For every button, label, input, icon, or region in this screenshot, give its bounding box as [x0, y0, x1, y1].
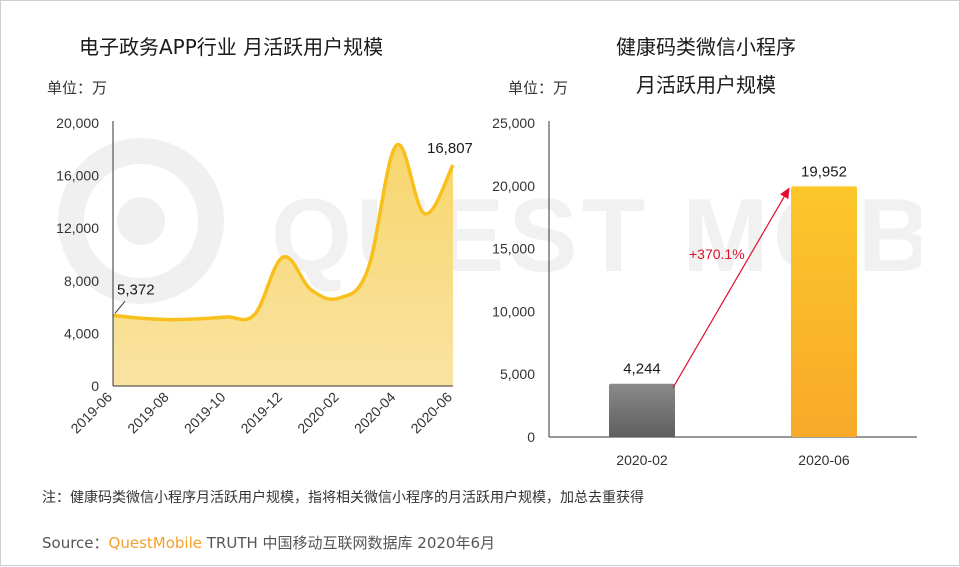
y-tick-label: 0: [91, 378, 99, 394]
y-tick-label: 4,000: [64, 325, 99, 341]
bar-2020-02: [609, 383, 675, 437]
y-tick-label: 0: [527, 429, 535, 445]
source-line: Source：QuestMobile TRUTH 中国移动互联网数据库 2020…: [42, 532, 495, 553]
left-unit-label: 单位：万: [47, 79, 108, 97]
right-chart-title-line1: 健康码类微信小程序: [616, 35, 796, 59]
series-line: [112, 142, 455, 322]
y-tick-label: 8,000: [64, 273, 99, 289]
right-chart-title-line2: 月活跃用户规模: [636, 73, 776, 97]
y-tick-label: 10,000: [492, 303, 535, 319]
source-brand: QuestMobile: [108, 534, 202, 552]
y-tick-label: 15,000: [492, 241, 535, 257]
y-tick-label: 25,000: [492, 115, 535, 131]
leader-line: [114, 301, 126, 314]
right-unit-label: 单位：万: [508, 79, 569, 97]
y-tick-label: 16,000: [56, 168, 99, 184]
footnote: 注：健康码类微信小程序月活跃用户规模，指将相关微信小程序的月活跃用户规模，加总去…: [42, 490, 644, 506]
bar-2020-06: [791, 186, 857, 437]
growth-label: +370.1%: [689, 246, 745, 262]
growth-arrow: [672, 187, 790, 388]
bar-value-label: 4,244: [623, 361, 661, 378]
x-tick-label: 2020-06: [798, 452, 850, 468]
x-tick-label: 2020-02: [616, 452, 668, 468]
y-tick-label: 12,000: [56, 220, 99, 236]
y-tick-label: 5,000: [500, 366, 535, 382]
bar-value-label: 19,952: [801, 163, 847, 180]
y-tick-label: 20,000: [56, 115, 99, 131]
y-tick-label: 20,000: [492, 178, 535, 194]
left-chart-title: 电子政务APP行业 月活跃用户规模: [79, 35, 384, 59]
area-fill: [113, 144, 453, 386]
source-prefix: Source：: [42, 534, 109, 552]
data-label-start: 5,372: [117, 281, 155, 298]
source-suffix: TRUTH 中国移动互联网数据库 2020年6月: [201, 534, 496, 552]
data-label-end: 16,807: [427, 140, 473, 157]
